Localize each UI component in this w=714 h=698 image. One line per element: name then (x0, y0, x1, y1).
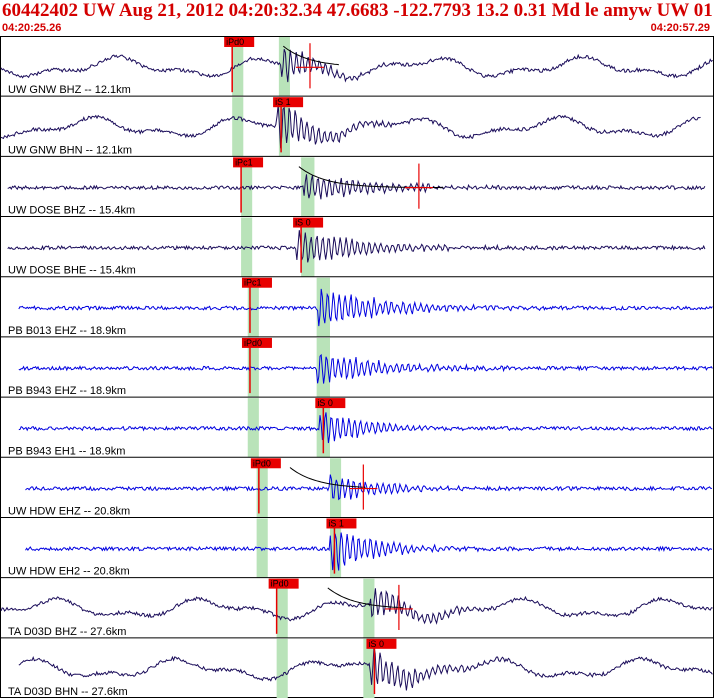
event-title: 60442402 UW Aug 21, 2012 04:20:32.34 47.… (2, 0, 714, 21)
trace-panel-8: iPd0 UW HDW EHZ -- 20.8km (0, 456, 714, 518)
s-window (329, 458, 342, 518)
coda-fit (327, 587, 404, 609)
trace-panel-9: iS 1 UW HDW EH2 -- 20.8km (0, 516, 714, 578)
pick-label: iPc1 (235, 157, 253, 167)
waveform (0, 588, 713, 625)
pick-box (315, 398, 346, 409)
pick-label: iS 0 (368, 639, 384, 649)
end-time: 04:20:57.29 (650, 22, 710, 34)
trace-panel-5: iPc1 PB B013 EHZ -- 18.9km (0, 276, 714, 337)
trace-panel-1: iPd0 UW GNW BHZ -- 12.1km (0, 37, 713, 97)
waveform (18, 646, 713, 691)
waveform (18, 288, 713, 327)
trace-label: UW DOSE BHZ -- 15.4km (8, 205, 135, 217)
trace-panel-7: iS 0 PB B943 EH1 -- 18.9km (0, 396, 714, 458)
trace-label: TA D03D BHN -- 27.6km (8, 686, 128, 698)
p-window (276, 638, 288, 698)
pick-box (241, 337, 272, 348)
trace-label: UW GNW BHZ -- 12.1km (8, 84, 131, 96)
trace-panel-4: iS 0 UW DOSE BHE -- 15.4km (0, 216, 714, 277)
pick-label: iS 0 (295, 218, 311, 228)
pick-label: iS 1 (275, 97, 291, 107)
s-window (278, 37, 290, 97)
trace-label: PB B943 EHZ -- 18.9km (8, 385, 126, 397)
waveform (0, 48, 713, 83)
pick-box (293, 217, 324, 228)
trace-label: TA D03D BHZ -- 27.6km (8, 626, 126, 638)
trace-panel-2: iS 1 UW GNW BHN -- 12.1km (0, 95, 714, 157)
p-window (256, 458, 268, 518)
pick-label: iPc1 (244, 278, 262, 288)
p-window (247, 398, 259, 458)
coda-fit (289, 467, 366, 488)
pick-box (268, 578, 299, 589)
pick-box (326, 518, 357, 529)
s-window (363, 578, 375, 638)
waveform (7, 230, 706, 263)
trace-panel-11: iS 0 TA D03D BHN -- 27.6km (0, 637, 714, 698)
s-window (363, 638, 375, 698)
trace-panel-10: iPd0 TA D03D BHZ -- 27.6km (0, 577, 714, 638)
pick-label: iS 1 (328, 518, 344, 528)
p-window (247, 277, 259, 337)
pick-box (241, 277, 272, 288)
trace-label: UW GNW BHN -- 12.1km (8, 144, 132, 156)
s-window (278, 97, 290, 157)
waveform (7, 174, 706, 200)
pick-box (224, 37, 255, 47)
p-window (276, 578, 288, 638)
trace-panel-3: iPc1 UW DOSE BHZ -- 15.4km (0, 155, 714, 217)
pick-box (233, 157, 264, 168)
pick-box (250, 458, 281, 469)
trace-label: UW HDW EHZ -- 20.8km (8, 505, 130, 517)
pick-label: iPd0 (271, 579, 289, 589)
start-time: 04:20:25.26 (2, 22, 62, 34)
s-window (301, 217, 315, 277)
trace-label: PB B943 EH1 -- 18.9km (8, 445, 125, 457)
s-window (329, 518, 342, 578)
header: 60442402 UW Aug 21, 2012 04:20:32.34 47.… (0, 0, 714, 36)
waveform (18, 412, 713, 444)
pick-box (273, 97, 304, 108)
pick-label: iPd0 (226, 37, 244, 47)
trace-label: PB B013 EHZ -- 18.9km (8, 325, 126, 337)
pick-box (366, 638, 397, 649)
coda-fit (282, 45, 339, 66)
pick-label: iPd0 (244, 338, 262, 348)
seismogram-plot: iPd0 UW GNW BHZ -- 12.1km iS 1 UW GNW BHN -… (0, 36, 714, 698)
trace-label: UW DOSE BHE -- 15.4km (8, 265, 136, 277)
s-window (316, 337, 330, 398)
trace-panel-6: iPd0 PB B943 EHZ -- 18.9km (0, 336, 714, 398)
waveform (25, 532, 713, 571)
p-window (232, 97, 244, 157)
p-window (256, 518, 268, 578)
pick-label: iS 0 (317, 398, 333, 408)
trace-label: UW HDW EH2 -- 20.8km (8, 566, 130, 578)
pick-label: iPd0 (253, 458, 271, 468)
waveform (25, 474, 712, 501)
waveform (18, 353, 713, 384)
waveform (0, 104, 701, 149)
